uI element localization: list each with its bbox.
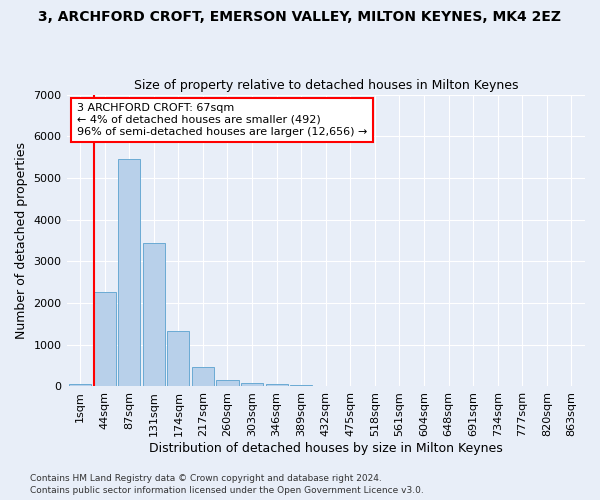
Bar (290, 385, 312, 386)
Title: Size of property relative to detached houses in Milton Keynes: Size of property relative to detached ho… (134, 79, 518, 92)
Text: Contains HM Land Registry data © Crown copyright and database right 2024.
Contai: Contains HM Land Registry data © Crown c… (30, 474, 424, 495)
Bar (69, 384, 91, 386)
Bar (94, 292, 116, 386)
Bar (143, 242, 165, 386)
Bar (266, 384, 287, 386)
Text: 3, ARCHFORD CROFT, EMERSON VALLEY, MILTON KEYNES, MK4 2EZ: 3, ARCHFORD CROFT, EMERSON VALLEY, MILTO… (38, 10, 562, 24)
X-axis label: Distribution of detached houses by size in Milton Keynes: Distribution of detached houses by size … (149, 442, 503, 455)
Bar (217, 380, 239, 386)
Bar (167, 332, 190, 386)
Bar (241, 382, 263, 386)
Bar (192, 368, 214, 386)
Y-axis label: Number of detached properties: Number of detached properties (15, 142, 28, 339)
Bar (118, 159, 140, 386)
Text: 3 ARCHFORD CROFT: 67sqm
← 4% of detached houses are smaller (492)
96% of semi-de: 3 ARCHFORD CROFT: 67sqm ← 4% of detached… (77, 104, 367, 136)
